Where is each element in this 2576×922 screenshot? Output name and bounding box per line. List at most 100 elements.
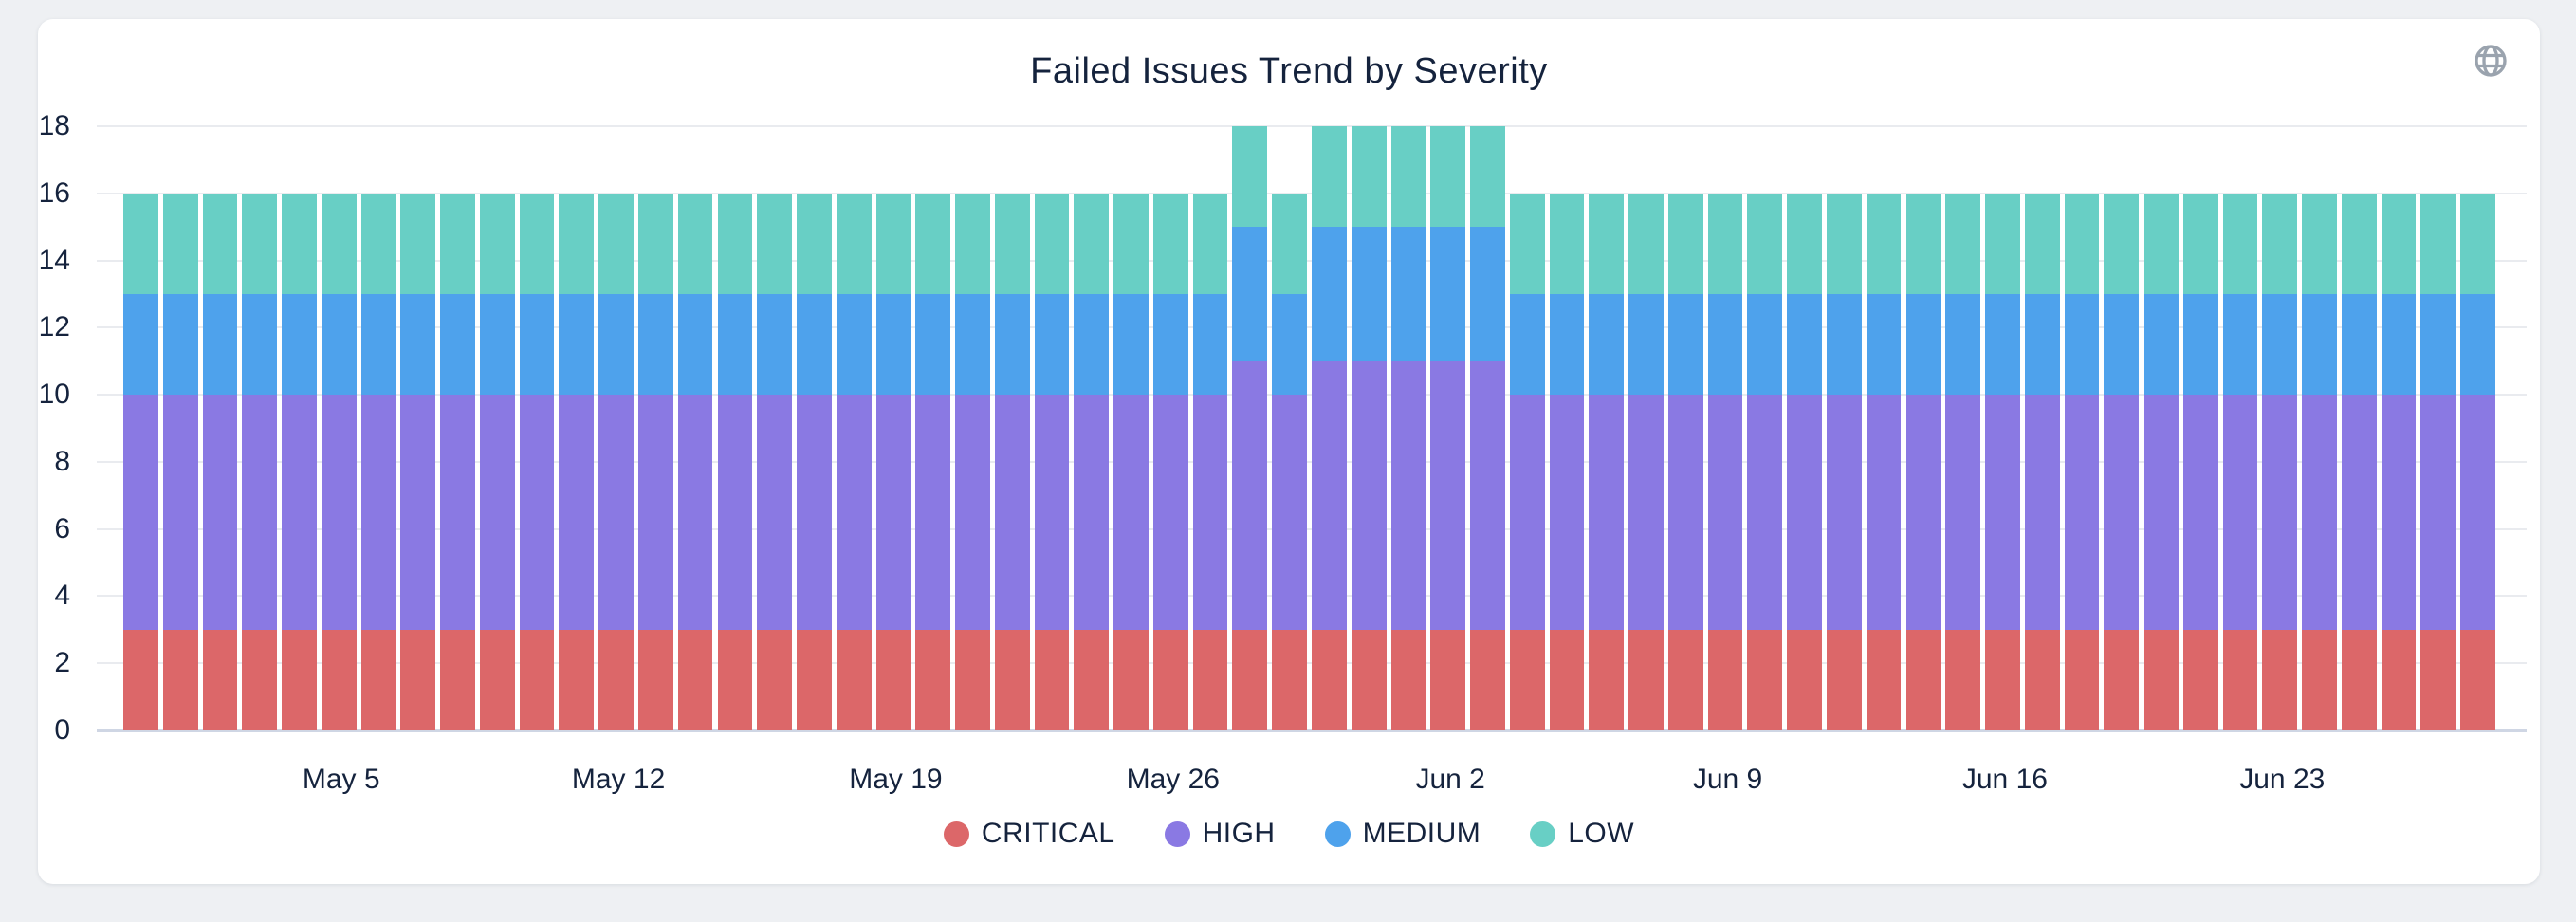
bar-may-10[interactable] (519, 193, 555, 730)
bar-jun-23[interactable] (2262, 193, 2298, 730)
legend-item-critical[interactable]: CRITICAL (943, 818, 1115, 850)
bar-may-28[interactable] (1232, 126, 1268, 730)
bar-may-26[interactable] (1152, 193, 1188, 730)
legend-item-high[interactable]: HIGH (1164, 818, 1276, 850)
bar-may-13[interactable] (637, 193, 673, 730)
x-tick-label: May 19 (849, 764, 943, 795)
bar-jun-27[interactable] (2420, 193, 2456, 730)
bar-segment-critical (2024, 629, 2060, 730)
bar-segment-medium (1113, 293, 1149, 396)
x-tick-label: May 26 (1126, 764, 1221, 795)
bar-may-12[interactable] (598, 193, 634, 730)
bar-segment-low (282, 193, 317, 294)
bar-may-11[interactable] (559, 193, 595, 730)
legend-item-medium[interactable]: MEDIUM (1324, 818, 1481, 850)
bar-jun-13[interactable] (1866, 193, 1902, 730)
bar-jun-18[interactable] (2064, 193, 2100, 730)
bar-jun-12[interactable] (1826, 193, 1862, 730)
bars-layer (123, 126, 2500, 730)
bar-may-3[interactable] (242, 193, 278, 730)
bar-segment-critical (1034, 629, 1070, 730)
legend-item-low[interactable]: LOW (1530, 818, 1634, 850)
bar-segment-critical (677, 629, 713, 730)
bar-segment-critical (2144, 629, 2179, 730)
y-tick-label: 2 (54, 647, 70, 679)
bar-jun-4[interactable] (1509, 193, 1545, 730)
bar-jun-15[interactable] (1945, 193, 1981, 730)
bar-jun-8[interactable] (1667, 193, 1703, 730)
bar-jun-25[interactable] (2341, 193, 2377, 730)
bar-segment-high (400, 395, 436, 630)
bar-apr-30[interactable] (123, 193, 158, 730)
bar-may-20[interactable] (915, 193, 951, 730)
bar-jun-16[interactable] (1985, 193, 2020, 730)
bar-may-14[interactable] (677, 193, 713, 730)
bar-jun-19[interactable] (2104, 193, 2140, 730)
bar-segment-high (1589, 395, 1625, 630)
bar-segment-high (2381, 395, 2417, 630)
bar-segment-medium (637, 293, 673, 396)
y-tick-label: 12 (38, 311, 70, 343)
bar-jun-14[interactable] (1905, 193, 1941, 730)
bar-may-2[interactable] (202, 193, 238, 730)
bar-segment-low (1034, 193, 1070, 294)
bar-jun-7[interactable] (1628, 193, 1664, 730)
bar-may-17[interactable] (797, 193, 832, 730)
bar-segment-low (1232, 126, 1268, 228)
bar-segment-critical (1866, 629, 1902, 730)
bar-may-24[interactable] (1074, 193, 1110, 730)
bar-jun-1[interactable] (1390, 126, 1426, 730)
globe-icon[interactable] (2472, 42, 2510, 80)
bar-segment-low (1945, 193, 1981, 294)
bar-segment-high (955, 395, 990, 630)
bar-may-1[interactable] (162, 193, 198, 730)
bar-may-9[interactable] (479, 193, 515, 730)
bar-segment-medium (400, 293, 436, 396)
chart-card: Failed Issues Trend by Severity 0 2 4 6 8 10 1… (38, 19, 2540, 884)
x-axis-line (97, 729, 2527, 732)
bar-may-16[interactable] (757, 193, 793, 730)
bar-jun-17[interactable] (2024, 193, 2060, 730)
bar-segment-low (1549, 193, 1585, 294)
bar-may-5[interactable] (321, 193, 357, 730)
bar-segment-high (1826, 395, 1862, 630)
bar-jun-2[interactable] (1430, 126, 1466, 730)
bar-jun-22[interactable] (2222, 193, 2258, 730)
bar-may-4[interactable] (282, 193, 317, 730)
bar-may-21[interactable] (955, 193, 990, 730)
bar-may-22[interactable] (994, 193, 1030, 730)
bar-may-18[interactable] (836, 193, 872, 730)
bar-may-15[interactable] (717, 193, 753, 730)
bar-jun-28[interactable] (2460, 193, 2495, 730)
bar-jun-21[interactable] (2182, 193, 2218, 730)
bar-may-30[interactable] (1312, 126, 1347, 730)
bar-may-19[interactable] (875, 193, 911, 730)
bar-segment-high (2460, 395, 2495, 630)
bar-jun-20[interactable] (2144, 193, 2179, 730)
bar-segment-low (1707, 193, 1743, 294)
bar-jun-24[interactable] (2302, 193, 2337, 730)
bar-may-7[interactable] (400, 193, 436, 730)
bar-segment-medium (1549, 293, 1585, 396)
bar-may-25[interactable] (1113, 193, 1149, 730)
bar-may-8[interactable] (440, 193, 475, 730)
bar-jun-6[interactable] (1589, 193, 1625, 730)
bar-may-31[interactable] (1351, 126, 1387, 730)
bar-jun-3[interactable] (1470, 126, 1505, 730)
bar-jun-10[interactable] (1747, 193, 1783, 730)
bar-segment-medium (2341, 293, 2377, 396)
bar-segment-critical (2341, 629, 2377, 730)
bar-may-29[interactable] (1272, 193, 1307, 730)
bar-jun-5[interactable] (1549, 193, 1585, 730)
bar-segment-high (994, 395, 1030, 630)
bar-may-27[interactable] (1192, 193, 1228, 730)
bar-may-6[interactable] (360, 193, 396, 730)
bar-jun-9[interactable] (1707, 193, 1743, 730)
bar-jun-11[interactable] (1787, 193, 1822, 730)
bar-segment-low (915, 193, 951, 294)
bar-segment-high (2182, 395, 2218, 630)
bar-segment-high (2420, 395, 2456, 630)
bar-may-23[interactable] (1034, 193, 1070, 730)
bar-jun-26[interactable] (2381, 193, 2417, 730)
bar-segment-critical (915, 629, 951, 730)
